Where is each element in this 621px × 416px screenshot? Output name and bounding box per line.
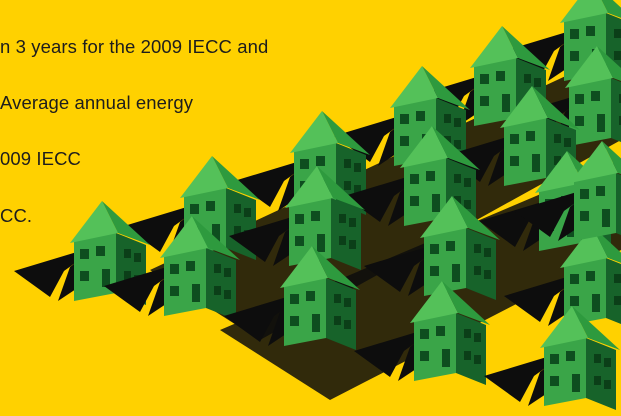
houses-illustration (14, 0, 621, 410)
